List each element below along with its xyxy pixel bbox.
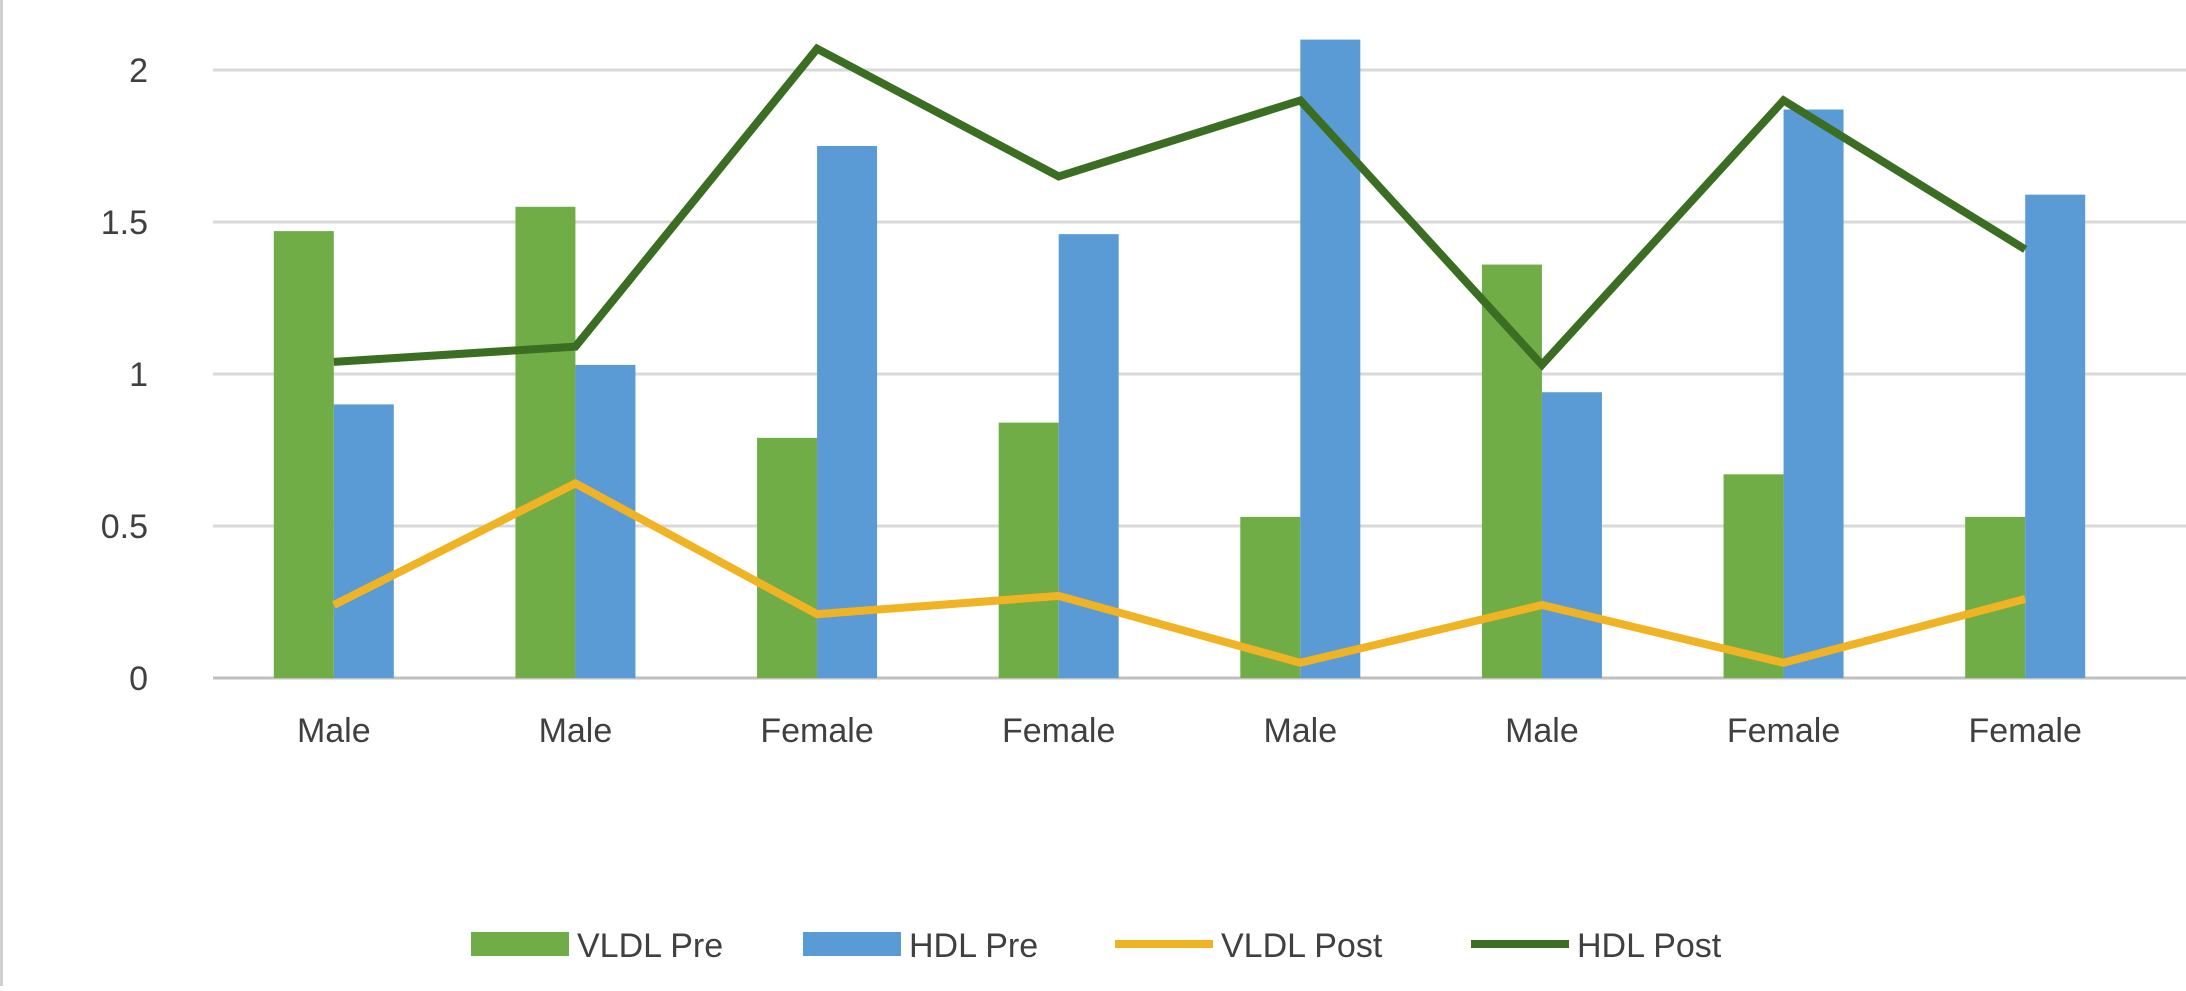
legend-item-hdl-pre: HDL Pre <box>803 927 1038 965</box>
legend-item-vldl-post: VLDL Post <box>1115 927 1383 965</box>
bar-vldl-pre <box>1965 516 2026 678</box>
bar-hdl-pre <box>1783 109 1844 678</box>
y-tick-label: 0.5 <box>101 508 148 546</box>
y-tick-label: 0 <box>129 660 148 698</box>
grid-layer <box>213 68 2186 680</box>
legend: VLDL Pre HDL Pre VLDL Post HDL Post <box>471 927 1722 965</box>
legend-label: HDL Pre <box>909 927 1038 965</box>
x-tick-label: Female <box>1727 712 1840 750</box>
bar-hdl-pre <box>1300 39 1361 679</box>
line-layer <box>332 43 2028 667</box>
line-vldl-post <box>332 478 2027 667</box>
x-tick-label: Female <box>1969 712 2082 750</box>
bar-hdl-pre <box>333 404 394 678</box>
x-axis: Male Male Female Female Male Male Female Female <box>297 712 2082 750</box>
bar-vldl-pre <box>998 422 1059 678</box>
y-tick-label: 1 <box>129 356 148 394</box>
x-tick-label: Female <box>760 712 873 750</box>
bar-vldl-pre <box>273 231 334 678</box>
legend-label: VLDL Post <box>1221 927 1383 965</box>
bar-vldl-pre <box>757 437 818 678</box>
legend-label: HDL Post <box>1577 927 1722 965</box>
y-tick-label: 1.5 <box>101 204 148 242</box>
x-tick-label: Male <box>1263 712 1337 750</box>
x-tick-label: Male <box>297 712 371 750</box>
bar-vldl-pre <box>515 206 576 679</box>
y-tick-label: 2 <box>129 52 148 90</box>
bar-hdl-pre <box>2025 194 2086 678</box>
legend-swatch <box>471 932 569 956</box>
x-tick-label: Male <box>1505 712 1579 750</box>
x-tick-label: Male <box>539 712 613 750</box>
bar-hdl-pre <box>575 364 636 678</box>
y-axis: 0 0.5 1 1.5 2 <box>101 52 148 698</box>
line-hdl-post <box>333 43 2028 371</box>
x-tick-label: Female <box>1002 712 1115 750</box>
bar-vldl-pre <box>1723 474 1784 678</box>
legend-swatch <box>803 932 901 956</box>
bar-hdl-pre <box>817 146 878 678</box>
chart-svg: 0 0.5 1 1.5 2 Male Male Female Female Male Male Fe… <box>101 39 2186 965</box>
legend-item-hdl-post: HDL Post <box>1471 927 1722 965</box>
legend-label: VLDL Pre <box>577 927 723 965</box>
legend-item-vldl-pre: VLDL Pre <box>471 927 723 965</box>
bar-hdl-pre <box>1541 392 1602 678</box>
